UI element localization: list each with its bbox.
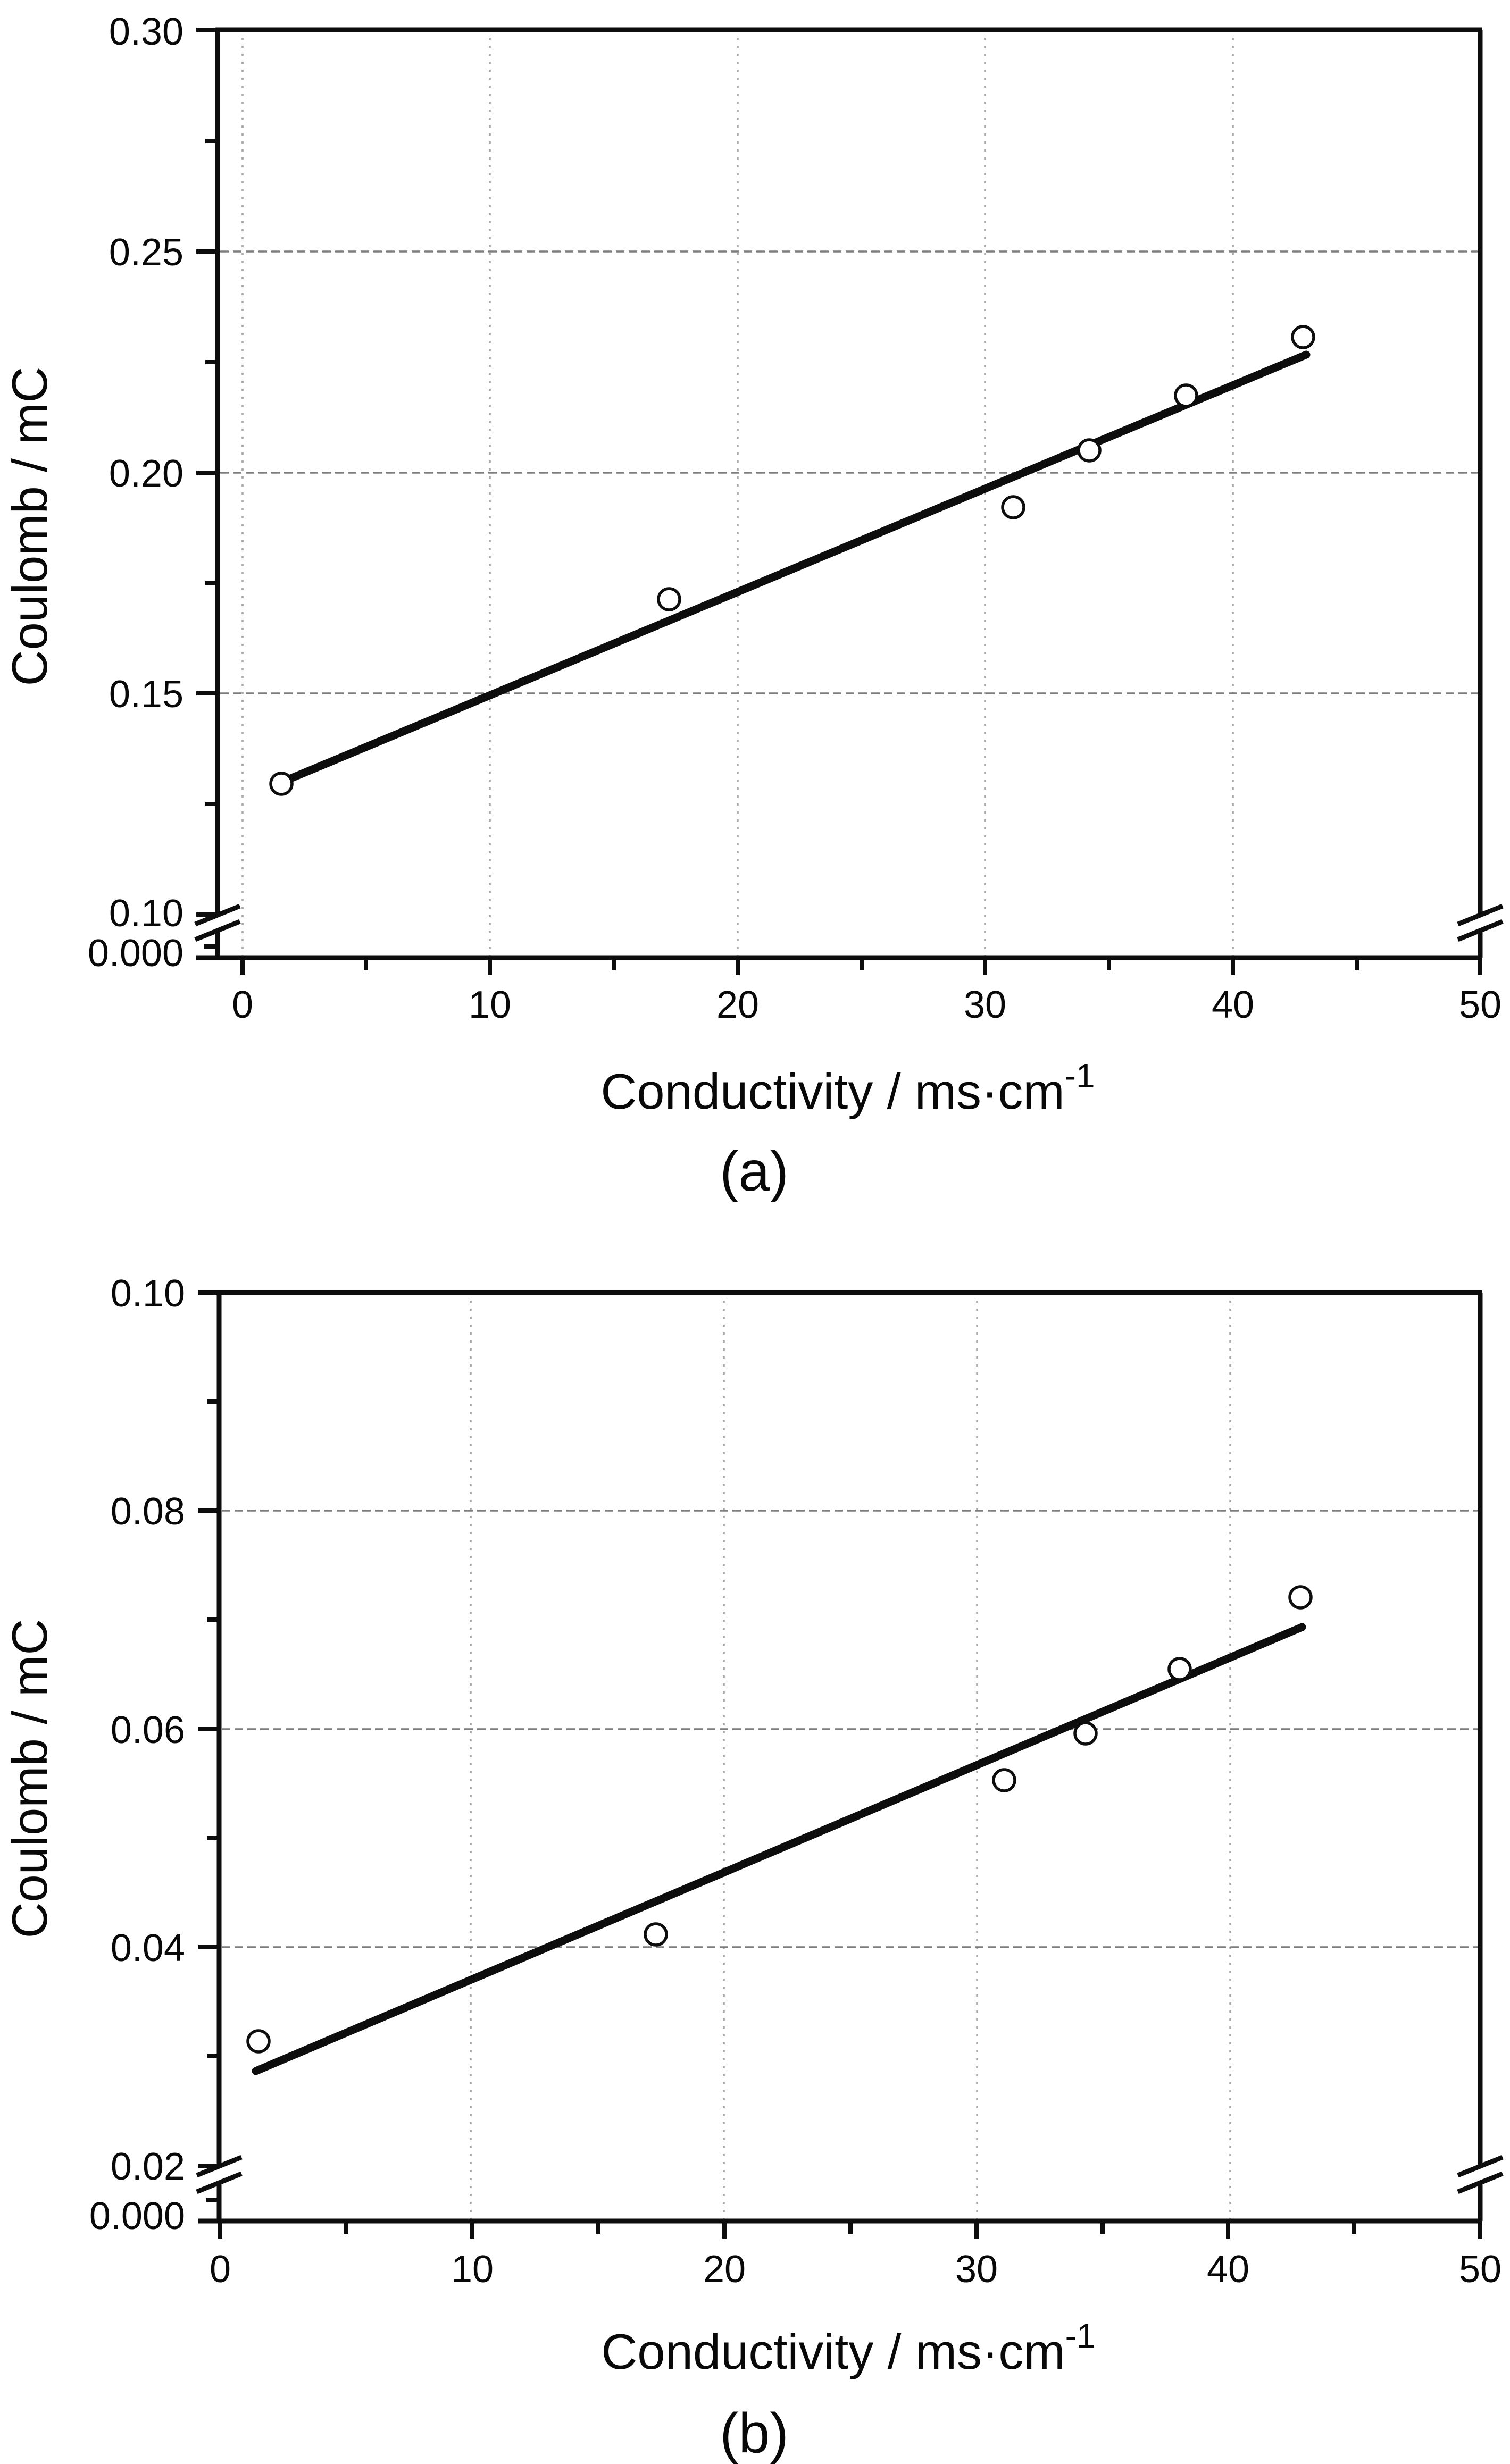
svg-text:30: 30 (964, 984, 1006, 1026)
svg-text:0.10: 0.10 (109, 892, 183, 935)
svg-text:Conductivity / ms·cm-1: Conductivity / ms·cm-1 (601, 2317, 1095, 2379)
svg-text:0: 0 (210, 2248, 231, 2291)
svg-text:10: 10 (469, 984, 511, 1026)
svg-text:40: 40 (1207, 2248, 1249, 2291)
svg-text:30: 30 (955, 2248, 998, 2291)
svg-text:0.08: 0.08 (111, 1490, 185, 1533)
svg-text:0.20: 0.20 (109, 452, 183, 495)
svg-text:Conductivity / ms·cm-1: Conductivity / ms·cm-1 (600, 1057, 1095, 1119)
svg-text:50: 50 (1459, 2248, 1501, 2291)
svg-text:0: 0 (232, 984, 253, 1026)
svg-text:0.000: 0.000 (89, 2195, 185, 2237)
svg-text:0.06: 0.06 (111, 1709, 185, 1751)
svg-text:0.30: 0.30 (109, 11, 183, 53)
svg-text:20: 20 (716, 984, 759, 1026)
svg-text:0.04: 0.04 (111, 1927, 185, 1969)
svg-text:Coulomb / mC: Coulomb / mC (2, 1619, 57, 1939)
svg-text:0.000: 0.000 (88, 932, 183, 975)
svg-text:40: 40 (1212, 984, 1254, 1026)
svg-text:(b): (b) (720, 2402, 789, 2464)
svg-text:50: 50 (1459, 984, 1501, 1026)
svg-text:0.02: 0.02 (111, 2145, 185, 2188)
svg-text:20: 20 (703, 2248, 746, 2291)
svg-text:0.15: 0.15 (109, 673, 183, 716)
svg-text:(a): (a) (720, 1140, 789, 1203)
svg-text:Coulomb / mC: Coulomb / mC (2, 367, 57, 686)
svg-text:10: 10 (451, 2248, 494, 2291)
svg-text:0.10: 0.10 (111, 1272, 185, 1315)
svg-text:0.25: 0.25 (109, 231, 183, 274)
